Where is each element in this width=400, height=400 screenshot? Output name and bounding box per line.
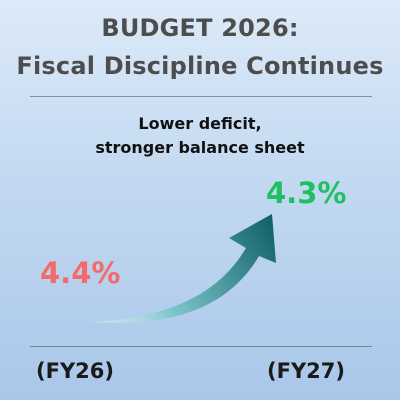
baseline-divider bbox=[30, 346, 372, 347]
fy26-deficit-value: 4.4% bbox=[40, 256, 121, 290]
page-title-line-2: Fiscal Discipline Continues bbox=[16, 52, 384, 80]
title-divider bbox=[30, 96, 372, 97]
fy27-deficit-value: 4.3% bbox=[266, 176, 347, 210]
fy26-label: (FY26) bbox=[36, 359, 114, 383]
arrow-body bbox=[90, 214, 276, 323]
page-title-line-1: BUDGET 2026: bbox=[101, 14, 299, 42]
fy27-label: (FY27) bbox=[267, 359, 345, 383]
subtitle-line-1: Lower deficit, bbox=[138, 114, 262, 133]
subtitle-line-2: stronger balance sheet bbox=[95, 138, 305, 157]
